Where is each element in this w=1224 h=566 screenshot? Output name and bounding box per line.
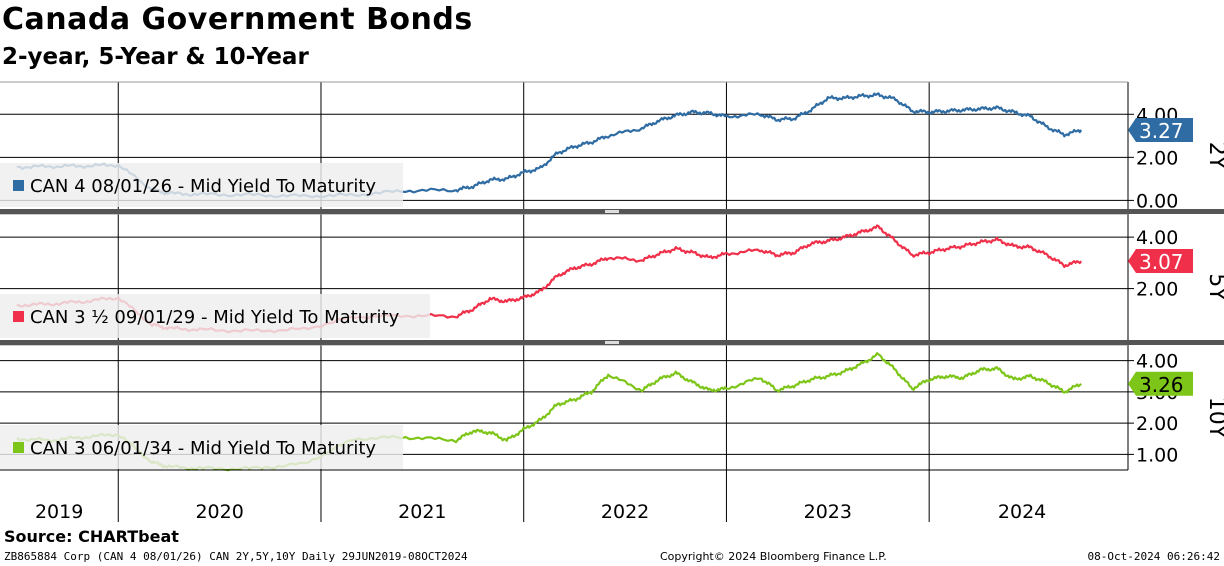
legend-swatch xyxy=(13,442,24,453)
legend-label: CAN 3 06/01/34 - Mid Yield To Maturity xyxy=(30,438,376,459)
y-tick-label: 2.00 xyxy=(1136,413,1178,435)
legend-box xyxy=(0,425,403,469)
x-axis-labels: 2019 2020 2021 2022 2023 2024 xyxy=(35,501,1046,523)
x-tick-label: 2019 xyxy=(35,501,83,523)
last-value-tag xyxy=(1128,249,1193,274)
source-note: Source: CHARTbeat xyxy=(4,527,179,546)
x-tick-label: 2023 xyxy=(804,501,852,523)
panel-label: 2Y xyxy=(1204,142,1224,170)
y-tick-label: 4.00 xyxy=(1136,227,1178,249)
last-value-label: 3.07 xyxy=(1139,250,1184,274)
x-tick-label: 2024 xyxy=(998,501,1046,523)
last-value-tag xyxy=(1128,371,1193,396)
chart-title: Canada Government Bonds xyxy=(2,2,473,37)
last-value-label: 3.26 xyxy=(1139,373,1184,397)
y-tick-label: 2.00 xyxy=(1136,279,1178,301)
legend-swatch xyxy=(13,311,24,322)
y-tick-label: 0.00 xyxy=(1136,190,1178,212)
legend-box xyxy=(0,294,430,338)
chart-subtitle: 2-year, 5-Year & 10-Year xyxy=(2,44,309,70)
x-tick-label: 2022 xyxy=(601,501,649,523)
panel-5y: 4.00 2.00 CAN 3 ½ 09/01/29 - Mid Yield To … xyxy=(0,213,1224,338)
legend-label: CAN 4 08/01/26 - Mid Yield To Maturity xyxy=(30,176,376,197)
legend-swatch xyxy=(13,180,24,191)
legend-label: CAN 3 ½ 09/01/29 - Mid Yield To Maturity xyxy=(30,307,400,328)
y-tick-label: 2.00 xyxy=(1136,147,1178,169)
ticker-footer: ZB865884 Corp (CAN 4 08/01/26) CAN 2Y,5Y… xyxy=(4,550,468,563)
panel-label: 10Y xyxy=(1204,397,1224,439)
panel-label: 5Y xyxy=(1204,273,1224,301)
separator-handle xyxy=(605,341,619,344)
legend-box xyxy=(0,163,403,207)
copyright-footer: Copyright© 2024 Bloomberg Finance L.P. xyxy=(660,550,887,563)
last-value-label: 3.27 xyxy=(1139,119,1184,143)
timestamp-footer: 08-Oct-2024 06:26:42 xyxy=(1087,550,1220,563)
x-tick-label: 2020 xyxy=(195,501,243,523)
y-tick-label: 4.00 xyxy=(1136,351,1178,373)
separator-handle xyxy=(605,210,619,213)
x-tick-label: 2021 xyxy=(398,501,446,523)
y-tick-label: 1.00 xyxy=(1136,444,1178,466)
last-value-tag xyxy=(1128,118,1193,143)
